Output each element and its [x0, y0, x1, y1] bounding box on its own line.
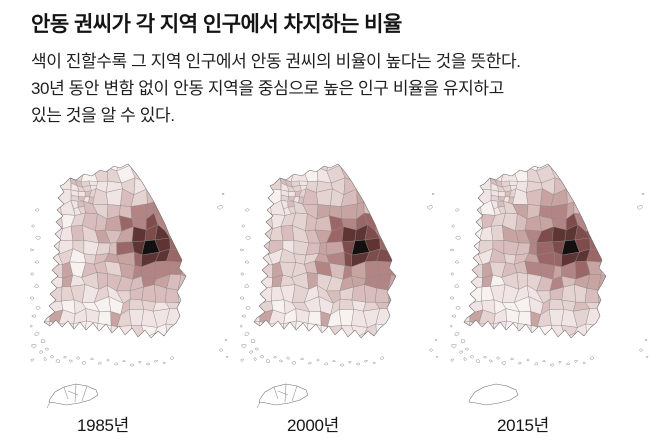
header: 안동 권씨가 각 지역 인구에서 차지하는 비율 색이 진할수록 그 지역 인구… [0, 0, 670, 129]
choropleth-map-2015 [450, 163, 649, 406]
maps-row: 1985년 2000년 2015년 [30, 150, 660, 444]
map-panel-2015: 2015년 [450, 150, 660, 444]
map-year-label: 1985년 [77, 416, 129, 435]
description-line-3: 있는 것을 알 수 있다. [31, 106, 175, 125]
page-title: 안동 권씨가 각 지역 인구에서 차지하는 비율 [31, 13, 402, 36]
description-line-2: 30년 동안 변함 없이 안동 지역을 중심으로 높은 인구 비율을 유지하고 [31, 79, 504, 98]
map-year-label: 2015년 [497, 416, 549, 435]
choropleth-map-2000 [240, 163, 439, 409]
map-panel-2000: 2000년 [240, 150, 450, 444]
description-line-1: 색이 진할수록 그 지역 인구에서 안동 권씨의 비율이 높다는 것을 뜻한다. [31, 52, 521, 71]
map-panel-1985: 1985년 [30, 150, 240, 444]
map-year-label: 2000년 [287, 416, 339, 435]
choropleth-map-1985 [30, 163, 229, 409]
chart-description: 색이 진할수록 그 지역 인구에서 안동 권씨의 비율이 높다는 것을 뜻한다.… [31, 48, 650, 129]
